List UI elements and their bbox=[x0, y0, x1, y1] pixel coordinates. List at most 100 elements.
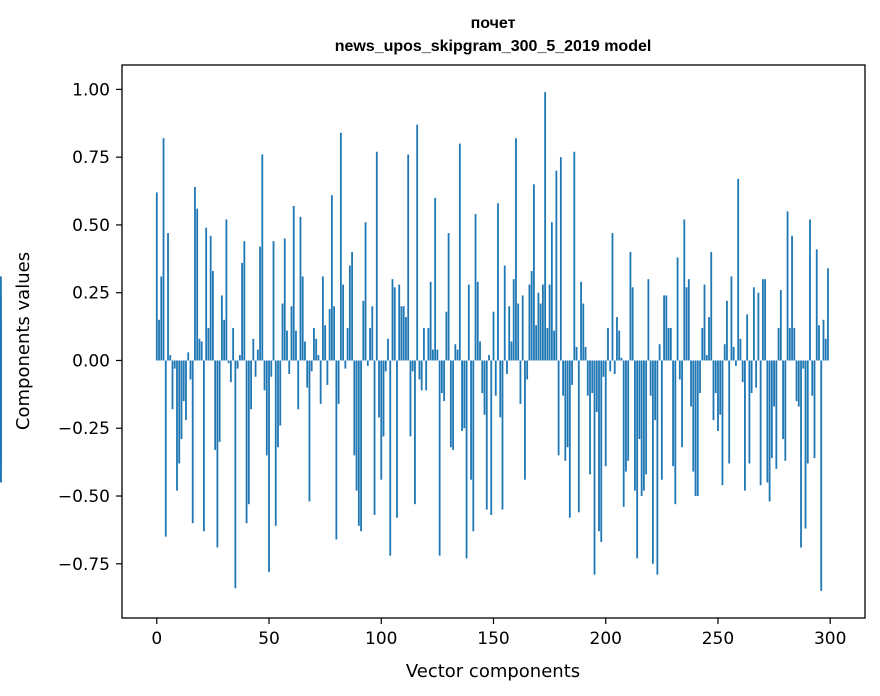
bar-237 bbox=[687, 279, 690, 361]
bar-86 bbox=[348, 265, 351, 361]
bar-216 bbox=[640, 360, 643, 497]
bar-11 bbox=[180, 360, 183, 440]
bar-262 bbox=[744, 360, 746, 491]
bar-37 bbox=[238, 355, 241, 361]
bar-82 bbox=[339, 132, 342, 361]
bar-120 bbox=[425, 360, 428, 391]
bar-20 bbox=[200, 341, 203, 361]
bar-138 bbox=[465, 360, 468, 559]
bar-273 bbox=[768, 360, 771, 502]
bar-40 bbox=[245, 360, 248, 524]
bar-164 bbox=[524, 360, 526, 480]
bar-35 bbox=[234, 360, 237, 589]
bar-94 bbox=[366, 360, 369, 366]
y-tick-label: 0.25 bbox=[72, 284, 110, 304]
bar-215 bbox=[638, 360, 641, 440]
bar-194 bbox=[591, 360, 594, 394]
bar-264 bbox=[748, 360, 751, 464]
bar-62 bbox=[295, 330, 297, 361]
bar-197 bbox=[598, 360, 600, 532]
bar-36 bbox=[236, 360, 239, 369]
bar-157 bbox=[508, 306, 511, 361]
bar-277 bbox=[777, 327, 780, 361]
bar-131 bbox=[449, 360, 452, 448]
bar-29 bbox=[220, 295, 223, 361]
bar-179 bbox=[557, 360, 560, 456]
bar-98 bbox=[375, 151, 378, 361]
bar-177 bbox=[553, 330, 556, 361]
bar-211 bbox=[629, 252, 632, 361]
bar-261 bbox=[741, 360, 744, 383]
bar-182 bbox=[564, 360, 567, 461]
bar-183 bbox=[566, 360, 569, 448]
bar-151 bbox=[494, 360, 497, 396]
bar-87 bbox=[351, 252, 353, 361]
bar-220 bbox=[649, 360, 652, 396]
bar-236 bbox=[685, 287, 688, 361]
bar-127 bbox=[440, 360, 443, 394]
bar-96 bbox=[371, 306, 374, 361]
bar-230 bbox=[672, 360, 674, 467]
bar-239 bbox=[692, 360, 695, 472]
bar-288 bbox=[802, 360, 805, 369]
bar-229 bbox=[669, 327, 672, 361]
bar-267 bbox=[755, 360, 758, 388]
bar-128 bbox=[443, 360, 446, 402]
bar-101 bbox=[382, 360, 385, 437]
bar-106 bbox=[393, 287, 396, 361]
bar-167 bbox=[530, 271, 533, 361]
bar-30 bbox=[223, 319, 226, 361]
bar-124 bbox=[434, 197, 437, 361]
bar-16 bbox=[191, 360, 194, 524]
bar-4 bbox=[164, 360, 167, 537]
bar-284 bbox=[793, 327, 796, 361]
bar-150 bbox=[492, 311, 495, 361]
bar-266 bbox=[752, 287, 755, 361]
bar-137 bbox=[463, 360, 466, 429]
bar-122 bbox=[429, 281, 432, 361]
bar-113 bbox=[409, 360, 412, 437]
bar-53 bbox=[274, 360, 277, 526]
bar-103 bbox=[387, 338, 389, 361]
bar-201 bbox=[607, 327, 609, 361]
bar-246 bbox=[708, 317, 710, 361]
bar-176 bbox=[550, 222, 553, 361]
bar-278 bbox=[779, 290, 782, 361]
bar-59 bbox=[288, 360, 291, 375]
bar-148 bbox=[488, 355, 490, 361]
bar-191 bbox=[584, 346, 587, 361]
bar-132 bbox=[452, 360, 454, 450]
x-tick-label: 0 bbox=[151, 629, 162, 649]
bar-8 bbox=[173, 360, 176, 369]
bar-111 bbox=[405, 317, 407, 361]
y-tick-label: −0.75 bbox=[58, 555, 110, 575]
bar-undefined bbox=[0, 276, 2, 361]
bar-274 bbox=[770, 360, 773, 459]
bar-294 bbox=[815, 249, 818, 361]
bar-146 bbox=[483, 360, 486, 415]
bar-5 bbox=[167, 233, 169, 361]
bar-9 bbox=[176, 360, 178, 491]
bar-68 bbox=[308, 360, 311, 502]
bar-76 bbox=[326, 360, 329, 385]
bar-105 bbox=[391, 279, 394, 361]
bar-258 bbox=[735, 360, 737, 366]
bar-217 bbox=[643, 360, 645, 491]
bar-204 bbox=[613, 360, 616, 375]
bar-112 bbox=[407, 154, 410, 361]
bar-109 bbox=[400, 306, 403, 361]
bar-227 bbox=[665, 295, 668, 361]
bar-56 bbox=[281, 303, 284, 361]
bar-242 bbox=[699, 360, 701, 394]
bar-276 bbox=[775, 360, 778, 469]
y-tick-label: 0.50 bbox=[72, 216, 110, 236]
bar-243 bbox=[701, 327, 704, 361]
bar-0 bbox=[155, 192, 158, 361]
bar-135 bbox=[458, 143, 461, 361]
bar-140 bbox=[470, 360, 472, 480]
x-tick-label: 250 bbox=[702, 629, 734, 649]
bar-141 bbox=[472, 360, 475, 532]
bar-161 bbox=[517, 303, 520, 361]
bar-63 bbox=[297, 360, 300, 410]
bar-205 bbox=[616, 317, 618, 361]
